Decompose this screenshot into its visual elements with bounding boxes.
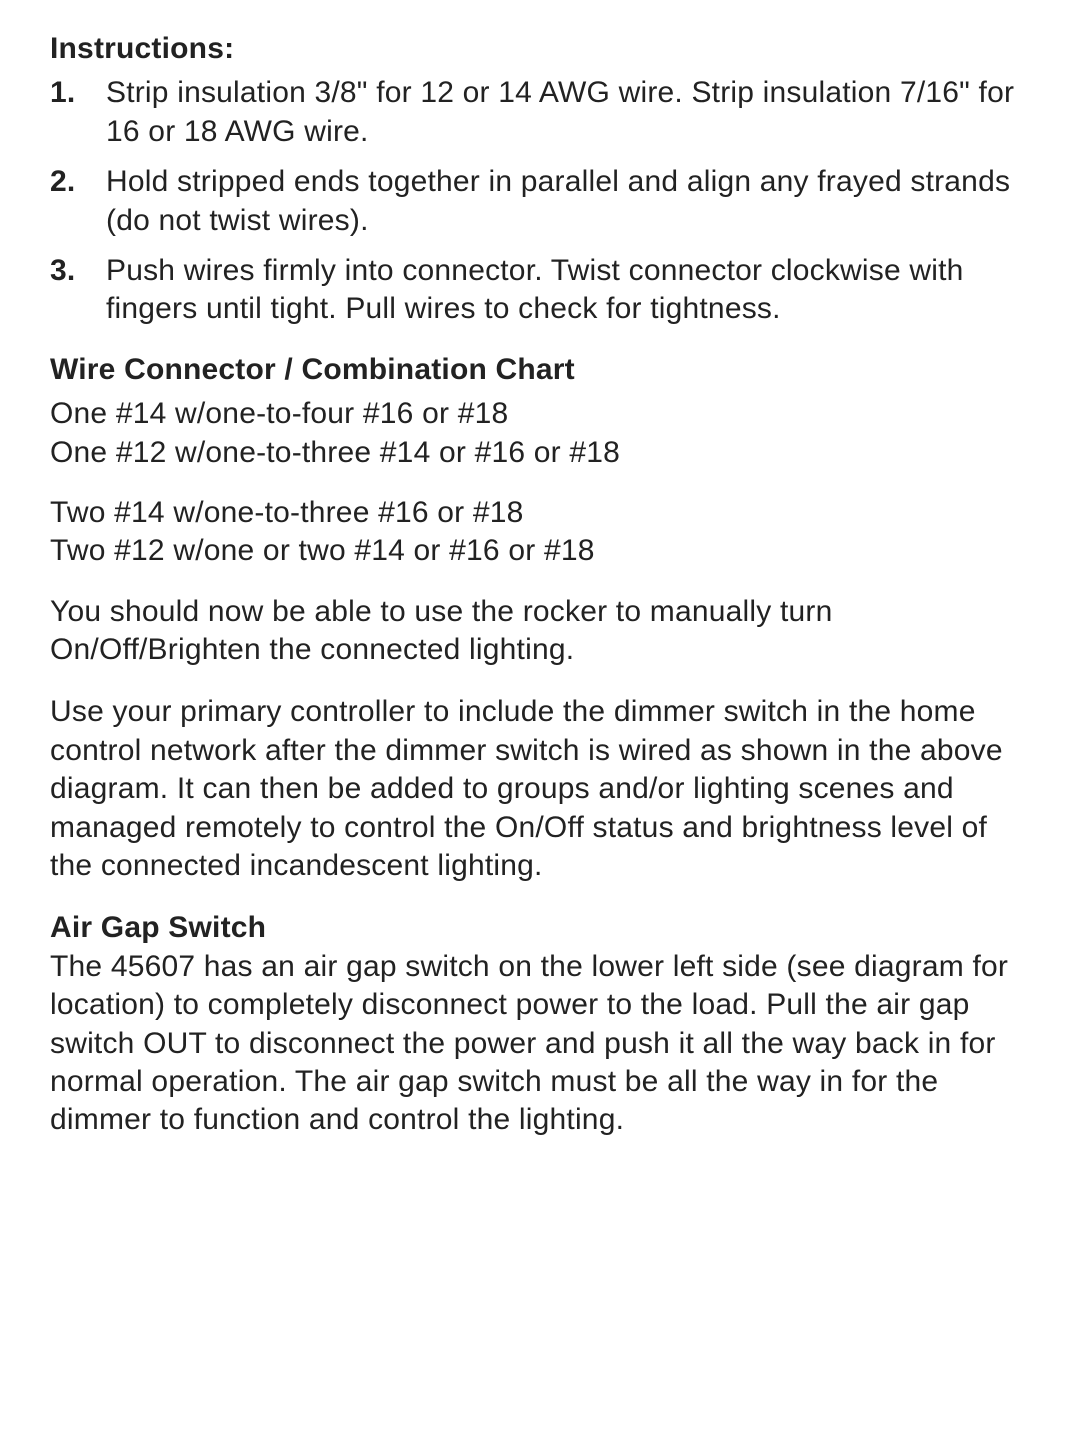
chart-line: Two #14 w/one-to-three #16 or #18 <box>50 494 1030 532</box>
list-number: 3. <box>50 252 90 290</box>
list-text: Strip insulation 3/8" for 12 or 14 AWG w… <box>106 76 1014 147</box>
heading-instructions: Instructions: <box>50 30 1030 68</box>
list-item: 3. Push wires firmly into connector. Twi… <box>98 252 1030 329</box>
list-number: 1. <box>50 74 90 112</box>
list-number: 2. <box>50 163 90 201</box>
paragraph-rocker: You should now be able to use the rocker… <box>50 593 1030 670</box>
chart-group-1: One #14 w/one-to-four #16 or #18 One #12… <box>50 395 1030 472</box>
chart-line: One #14 w/one-to-four #16 or #18 <box>50 395 1030 433</box>
instructions-list: 1. Strip insulation 3/8" for 12 or 14 AW… <box>50 74 1030 328</box>
paragraph-air-gap: The 45607 has an air gap switch on the l… <box>50 948 1030 1140</box>
chart-line: One #12 w/one-to-three #14 or #16 or #18 <box>50 434 1030 472</box>
chart-group-2: Two #14 w/one-to-three #16 or #18 Two #1… <box>50 494 1030 571</box>
heading-chart: Wire Connector / Combination Chart <box>50 351 1030 389</box>
chart-line: Two #12 w/one or two #14 or #16 or #18 <box>50 532 1030 570</box>
list-text: Push wires firmly into connector. Twist … <box>106 254 964 325</box>
heading-air-gap: Air Gap Switch <box>50 909 1030 947</box>
list-item: 1. Strip insulation 3/8" for 12 or 14 AW… <box>98 74 1030 151</box>
paragraph-controller: Use your primary controller to include t… <box>50 693 1030 885</box>
document-page: Instructions: 1. Strip insulation 3/8" f… <box>0 0 1080 1440</box>
list-text: Hold stripped ends together in parallel … <box>106 165 1010 236</box>
list-item: 2. Hold stripped ends together in parall… <box>98 163 1030 240</box>
